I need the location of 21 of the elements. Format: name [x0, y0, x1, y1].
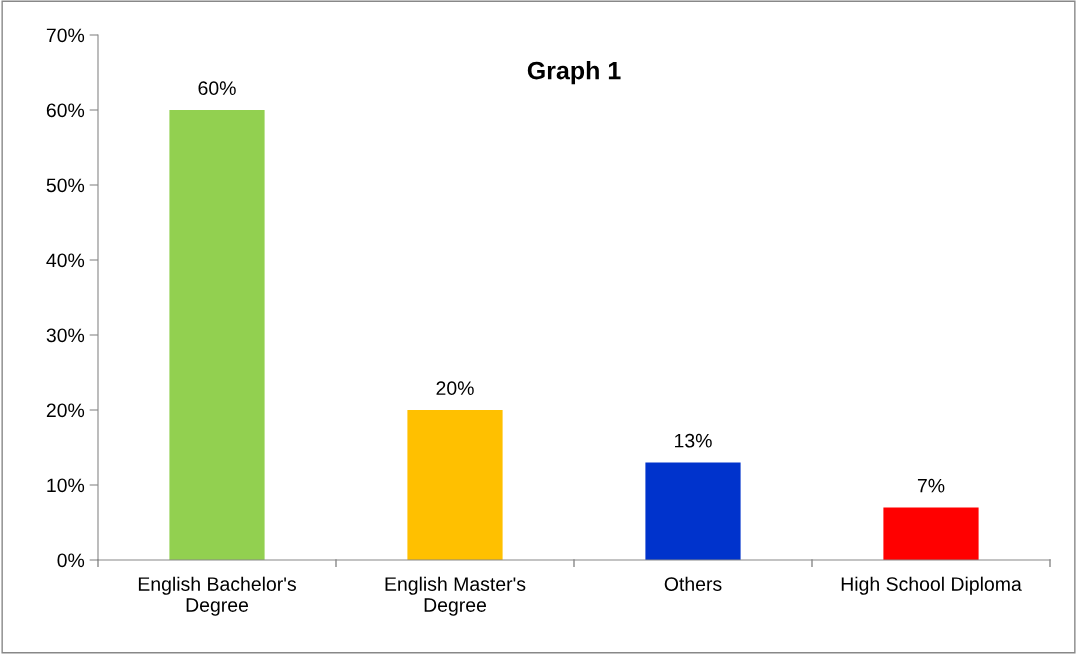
- y-tick-label: 20%: [46, 403, 85, 418]
- data-label: 20%: [436, 381, 474, 396]
- y-tick-label: 70%: [46, 28, 85, 43]
- x-tick-label: Others: [664, 576, 722, 591]
- bar: [407, 410, 503, 560]
- data-label: 13%: [675, 433, 712, 448]
- y-tick-label: 40%: [46, 253, 85, 268]
- x-tick-label: High School Diploma: [841, 576, 1022, 595]
- data-label: 60%: [198, 81, 236, 96]
- y-tick-label: 50%: [46, 178, 85, 193]
- data-label: 7%: [917, 478, 945, 493]
- bar: [883, 507, 979, 560]
- x-tick-label: English Bachelor's Degree: [138, 576, 296, 616]
- y-tick-label: 0%: [57, 553, 85, 568]
- bar: [169, 110, 265, 560]
- bar: [645, 462, 741, 560]
- y-tick-label: 30%: [46, 328, 85, 343]
- y-tick-label: 10%: [47, 478, 85, 493]
- y-tick-label: 60%: [46, 103, 85, 118]
- x-tick-label: English Master's Degree: [385, 576, 526, 616]
- text: Graph 1: [527, 61, 621, 85]
